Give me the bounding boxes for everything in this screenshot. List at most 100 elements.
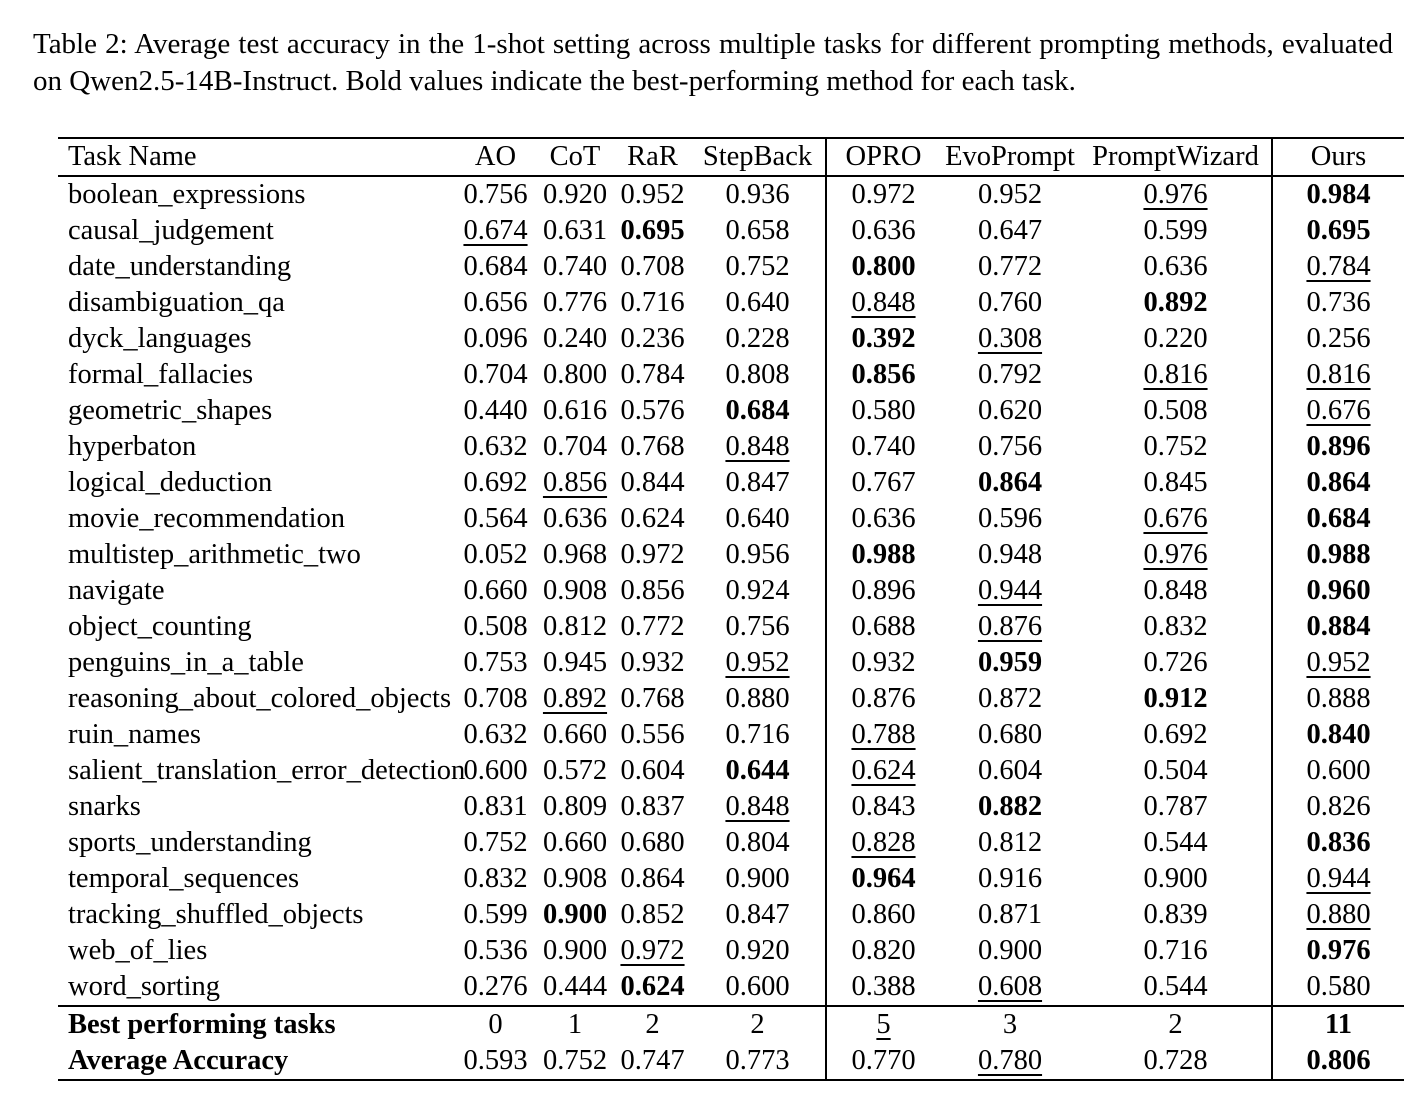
best-value: 0.900 — [542, 899, 608, 930]
value-cell: 0.959 — [940, 645, 1080, 681]
value: 0.096 — [463, 323, 528, 354]
value: 0.832 — [1143, 611, 1208, 642]
second-best-value: 0.976 — [1143, 539, 1208, 570]
second-best-value: 0.848 — [725, 431, 790, 462]
value-cell: 0.912 — [1080, 681, 1272, 717]
table-row: movie_recommendation 0.564 0.636 0.624 0.640… — [58, 501, 1404, 537]
value: 0.636 — [851, 503, 916, 534]
value-cell: 0.820 — [825, 933, 940, 969]
value-cell: 0.848 — [690, 429, 826, 465]
value-cell: 0.747 — [615, 1043, 690, 1080]
value: 0.900 — [725, 863, 790, 894]
value-cell: 0.944 — [940, 573, 1080, 609]
table-row: Best performing tasks 0 1 2 2 5 3 2 11 — [58, 1005, 1404, 1043]
value: 0.752 — [725, 251, 790, 282]
value-cell: 0.444 — [535, 969, 615, 1006]
value-cell: 0.916 — [940, 861, 1080, 897]
value: 0.236 — [620, 323, 685, 354]
col-header-promptwizard: PromptWizard — [1080, 138, 1272, 177]
value: 0.740 — [851, 431, 916, 462]
value: 0.920 — [542, 179, 608, 210]
second-best-value: 0.674 — [463, 215, 528, 246]
best-value: 0.806 — [1306, 1045, 1371, 1076]
best-value: 0.984 — [1306, 179, 1371, 210]
best-value: 0.392 — [851, 323, 916, 354]
value: 0.968 — [542, 539, 608, 570]
value-cell: 0.924 — [690, 573, 826, 609]
value-cell: 0.704 — [535, 429, 615, 465]
value-cell: 0.864 — [940, 465, 1080, 501]
value: 0.839 — [1143, 899, 1208, 930]
task-name-cell: sports_understanding — [68, 827, 312, 858]
value: 0.876 — [851, 683, 916, 714]
value-cell: 0.837 — [615, 789, 690, 825]
value: 0.792 — [977, 359, 1043, 390]
value: 0.880 — [725, 683, 790, 714]
value-cell: 0.828 — [825, 825, 940, 861]
value: 0.658 — [725, 215, 790, 246]
task-name-cell: geometric_shapes — [68, 395, 273, 426]
value-cell: 0.856 — [825, 357, 940, 393]
value-cell: 0.576 — [615, 393, 690, 429]
value: 0.936 — [725, 179, 790, 210]
value: 0.632 — [463, 431, 528, 462]
task-name-cell: logical_deduction — [68, 467, 273, 498]
value: 0.716 — [1143, 935, 1208, 966]
value-cell: 0.843 — [825, 789, 940, 825]
task-name-cell: tracking_shuffled_objects — [68, 899, 364, 930]
task-name-cell: ruin_names — [68, 719, 201, 750]
value: 2 — [645, 1009, 660, 1040]
value: 0.728 — [1143, 1045, 1208, 1076]
best-value: 11 — [1325, 1009, 1352, 1040]
value-cell: 0.688 — [825, 609, 940, 645]
value: 2 — [1168, 1009, 1183, 1040]
value: 0.972 — [851, 179, 916, 210]
table-row: web_of_lies 0.536 0.900 0.972 0.920 0.820 0.90… — [58, 933, 1404, 969]
value-cell: 0.564 — [456, 501, 535, 537]
value-cell: 0.680 — [940, 717, 1080, 753]
value-cell: 0.726 — [1080, 645, 1272, 681]
best-value: 0.964 — [851, 863, 916, 894]
value-cell: 11 — [1271, 1005, 1404, 1043]
value-cell: 0.684 — [456, 249, 535, 285]
second-best-value: 0.788 — [851, 719, 916, 750]
value-cell: 0.871 — [940, 897, 1080, 933]
second-best-value: 0.876 — [977, 611, 1043, 642]
value: 0.809 — [542, 791, 608, 822]
value-cell: 0.656 — [456, 285, 535, 321]
value-cell: 0.848 — [825, 285, 940, 321]
value-cell: 0.900 — [940, 933, 1080, 969]
best-value: 0.684 — [1306, 503, 1371, 534]
value-cell: 0.972 — [825, 176, 940, 213]
value: 0.972 — [620, 539, 685, 570]
value-cell: 0.932 — [615, 645, 690, 681]
value-cell: 0.740 — [825, 429, 940, 465]
value-cell: 0.767 — [825, 465, 940, 501]
value-cell: 0.604 — [615, 753, 690, 789]
value-cell: 0.692 — [456, 465, 535, 501]
value-cell: 0.636 — [825, 501, 940, 537]
value-cell: 0.968 — [535, 537, 615, 573]
value: 0.660 — [542, 719, 608, 750]
value-cell: 0.808 — [690, 357, 826, 393]
task-name-cell: hyperbaton — [68, 431, 197, 462]
second-best-value: 0.952 — [725, 647, 790, 678]
value-cell: 0.952 — [940, 176, 1080, 213]
value: 0.692 — [1143, 719, 1208, 750]
value-cell: 0.756 — [456, 176, 535, 213]
task-name-cell: object_counting — [68, 611, 252, 642]
value-cell: 0.052 — [456, 537, 535, 573]
header-row: Task Name AO CoT RaR StepBack OPRO EvoPr… — [58, 138, 1404, 177]
value: 0.845 — [1143, 467, 1208, 498]
value: 0.900 — [542, 935, 608, 966]
col-header-evoprompt: EvoPrompt — [940, 138, 1080, 177]
value: 0.636 — [851, 215, 916, 246]
value: 0.684 — [463, 251, 528, 282]
value-cell: 0.596 — [940, 501, 1080, 537]
value: 0.660 — [542, 827, 608, 858]
value-cell: 0.960 — [1271, 573, 1404, 609]
best-value: 0.695 — [620, 215, 685, 246]
value: 0.716 — [620, 287, 685, 318]
task-name-cell: boolean_expressions — [68, 179, 306, 210]
value-cell: 0.680 — [615, 825, 690, 861]
